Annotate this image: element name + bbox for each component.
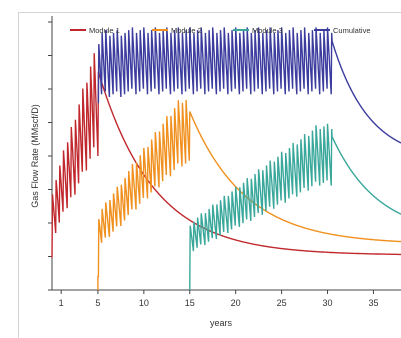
x-tick-label-0: 1: [59, 298, 64, 308]
x-tick-label-5: 25: [277, 298, 287, 308]
plot-border: [18, 12, 401, 338]
series-line-3: [189, 123, 401, 290]
series-group: [51, 27, 401, 290]
legend-label-2: Module 2: [171, 26, 202, 35]
x-axis-title: years: [210, 318, 233, 328]
x-tick-label-7: 35: [368, 298, 378, 308]
x-tick-label-2: 10: [139, 298, 149, 308]
x-tick-label-4: 20: [231, 298, 241, 308]
series-line-4: [97, 27, 401, 144]
x-tick-label-6: 30: [323, 298, 333, 308]
x-tick-label-3: 15: [185, 298, 195, 308]
x-ticks: 1 5 10 15 20 25 30 35: [59, 290, 378, 308]
legend-label-1: Module 1: [89, 26, 120, 35]
series-line-2: [97, 99, 401, 290]
legend-label-3: Module 3: [252, 26, 283, 35]
series-line-1: [51, 53, 401, 258]
legend: Module 1 Module 2 Module 3 Cumulative: [70, 26, 371, 35]
x-tick-label-1: 5: [95, 298, 100, 308]
legend-label-4: Cumulative: [333, 26, 371, 35]
y-axis-title: Gas Flow Rate (MMscf/D): [30, 104, 40, 208]
